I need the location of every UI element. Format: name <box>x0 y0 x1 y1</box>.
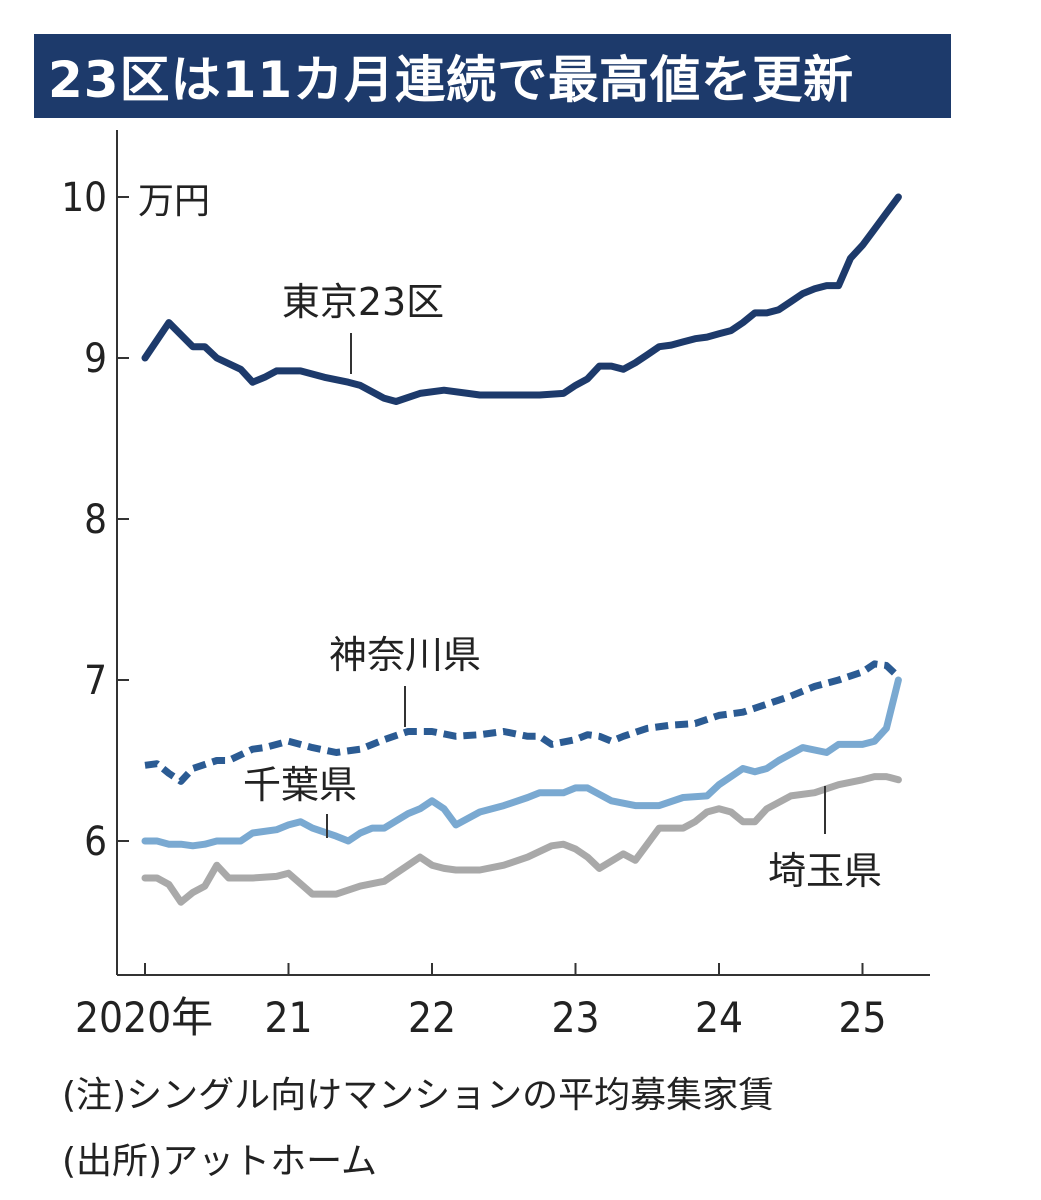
series-line-kanagawa <box>144 660 901 785</box>
chart-title-bar: 23区は11カ月連続で最高値を更新 <box>34 34 951 118</box>
chart-note: (注)シングル向けマンションの平均募集家賃 <box>62 1075 775 1116</box>
series-label-kanagawa: 神奈川県 <box>329 633 481 677</box>
x-tick-label: 21 <box>264 993 312 1042</box>
x-tick-label: 23 <box>551 993 599 1042</box>
x-tick-label: 24 <box>695 993 743 1042</box>
y-tick-label: 8 <box>84 497 107 543</box>
x-tick-label: 2020年 <box>75 993 213 1042</box>
series-label-saitama: 埼玉県 <box>768 849 882 893</box>
series-line-chiba <box>141 676 902 850</box>
y-tick-label: 10 <box>61 175 107 221</box>
x-tick-label: 25 <box>838 993 886 1042</box>
series-label-chiba: 千葉県 <box>243 763 357 807</box>
y-tick-label: 6 <box>84 819 107 865</box>
series-line-tokyo-23-wards <box>141 193 902 405</box>
chart-source: (出所)アットホーム <box>62 1141 378 1182</box>
y-tick-label: 7 <box>84 658 107 704</box>
chart-title: 23区は11カ月連続で最高値を更新 <box>48 51 855 109</box>
series-line-saitama <box>141 773 902 906</box>
x-tick-label: 22 <box>408 993 456 1042</box>
y-tick-label: 9 <box>84 336 107 382</box>
series-label-tokyo-23-wards: 東京23区 <box>282 280 444 324</box>
y-axis-unit: 万円 <box>138 181 210 222</box>
